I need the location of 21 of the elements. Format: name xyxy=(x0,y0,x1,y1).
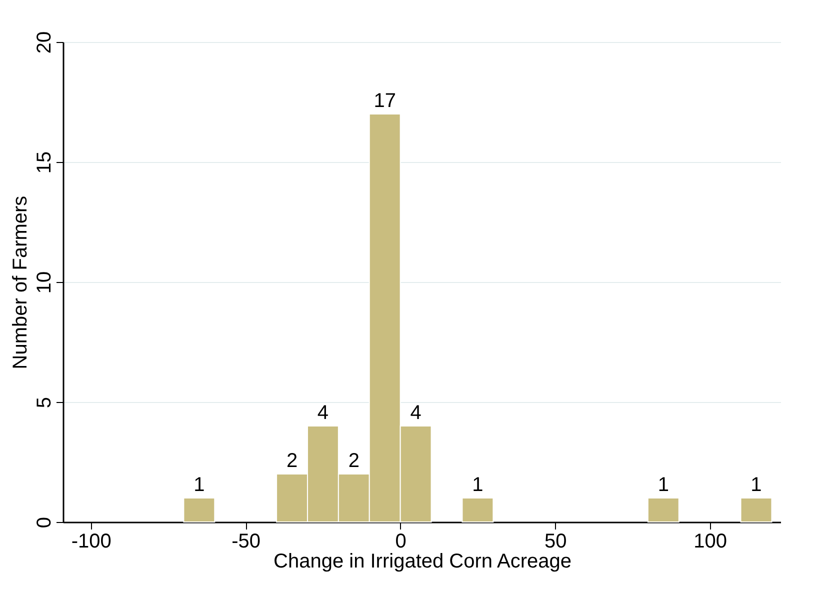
data-label: 4 xyxy=(317,402,329,424)
x-axis-title: Change in Irrigated Corn Acreage xyxy=(274,550,572,572)
data-label: 1 xyxy=(472,474,484,496)
y-tick-label: 10 xyxy=(34,271,56,294)
y-tick-label: 20 xyxy=(34,31,56,54)
x-tick-label: 0 xyxy=(395,530,406,552)
data-label: 2 xyxy=(348,450,360,472)
data-label: 2 xyxy=(286,450,298,472)
x-tick-label: -50 xyxy=(232,530,261,552)
data-label: 17 xyxy=(374,90,396,112)
x-tick-label: -100 xyxy=(71,530,112,552)
data-label: 1 xyxy=(750,474,762,496)
y-tick-label: 0 xyxy=(34,516,56,528)
data-label: 1 xyxy=(194,474,205,496)
y-tick-label: 15 xyxy=(34,151,56,174)
x-tick-label: 100 xyxy=(694,530,728,552)
data-label: 4 xyxy=(410,402,422,424)
y-tick-label: 5 xyxy=(34,396,56,408)
y-axis-title: Number of Farmers xyxy=(10,196,32,370)
x-tick-label: 50 xyxy=(544,530,567,552)
data-label: 1 xyxy=(658,474,669,496)
